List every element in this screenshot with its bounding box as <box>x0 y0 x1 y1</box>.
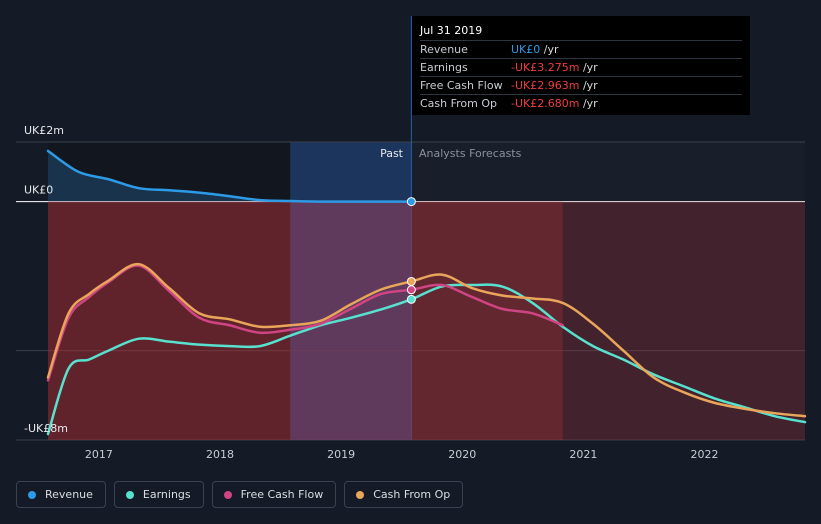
chart-markers <box>406 197 416 304</box>
x-tick-label: 2018 <box>206 448 234 461</box>
revenue-marker <box>406 197 416 207</box>
legend-item-free-cash-flow[interactable]: Free Cash Flow <box>211 481 337 508</box>
negative-region-past <box>48 201 563 440</box>
tooltip-label: Revenue <box>420 43 468 56</box>
forecast-label: Analysts Forecasts <box>419 147 522 160</box>
tooltip-label: Cash From Op <box>420 97 498 110</box>
legend-label: Free Cash Flow <box>240 488 324 501</box>
tooltip-suffix: /yr <box>579 97 598 110</box>
legend-dot-icon <box>223 490 232 499</box>
tooltip-suffix: /yr <box>579 61 598 74</box>
legend-dot-icon <box>125 490 134 499</box>
tooltip-suffix: /yr <box>540 43 559 56</box>
free-cash-flow-marker <box>406 285 416 295</box>
y-tick-label: -UK£8m <box>24 422 68 435</box>
tooltip-row-free-cash-flow: Free Cash Flow -UK£2.963m /yr <box>420 76 742 94</box>
tooltip-label: Free Cash Flow <box>420 79 503 92</box>
negative-region-highlight <box>290 201 412 440</box>
x-tick-label: 2017 <box>85 448 113 461</box>
x-tick-label: 2020 <box>448 448 476 461</box>
earnings-marker <box>406 294 416 304</box>
x-axis-labels: 2017 2018 2019 2020 2021 2022 <box>85 448 719 461</box>
legend-label: Cash From Op <box>373 488 451 501</box>
legend-item-revenue[interactable]: Revenue <box>16 481 106 508</box>
legend-dot-icon <box>28 490 36 499</box>
x-tick-label: 2021 <box>569 448 597 461</box>
legend-label: Earnings <box>142 488 191 501</box>
tooltip-value: UK£0 <box>511 43 541 56</box>
tooltip-row-earnings: Earnings -UK£3.275m /yr <box>420 58 742 76</box>
legend-label: Revenue <box>45 488 93 501</box>
x-tick-label: 2022 <box>690 448 718 461</box>
negative-region-forecast <box>562 201 805 440</box>
tooltip-date: Jul 31 2019 <box>420 24 483 37</box>
tooltip-value: -UK£2.963m <box>511 79 580 92</box>
revenue-line <box>46 149 413 203</box>
legend-item-cash-from-op[interactable]: Cash From Op <box>344 481 464 508</box>
free-cash-flow-line <box>46 264 565 382</box>
x-tick-label: 2019 <box>327 448 355 461</box>
cash-from-op-marker <box>406 276 416 286</box>
y-tick-label: UK£0 <box>24 184 53 197</box>
y-tick-label: UK£2m <box>24 124 64 137</box>
tooltip-value: -UK£2.680m <box>511 97 580 110</box>
tooltip-row-revenue: Revenue UK£0 /yr <box>420 40 742 58</box>
legend-item-earnings[interactable]: Earnings <box>113 481 204 508</box>
y-axis-labels: UK£2m UK£0 -UK£8m <box>24 124 68 435</box>
chart-legend: Revenue Earnings Free Cash Flow Cash Fro… <box>16 481 464 508</box>
past-label: Past <box>380 147 404 160</box>
tooltip: Jul 31 2019 Revenue UK£0 /yr Earnings -U… <box>412 16 750 115</box>
legend-dot-icon <box>356 490 365 499</box>
tooltip-row-cash-from-op: Cash From Op -UK£2.680m /yr <box>420 94 742 112</box>
tooltip-label: Earnings <box>420 61 468 74</box>
tooltip-value: -UK£3.275m <box>511 61 580 74</box>
tooltip-suffix: /yr <box>579 79 598 92</box>
